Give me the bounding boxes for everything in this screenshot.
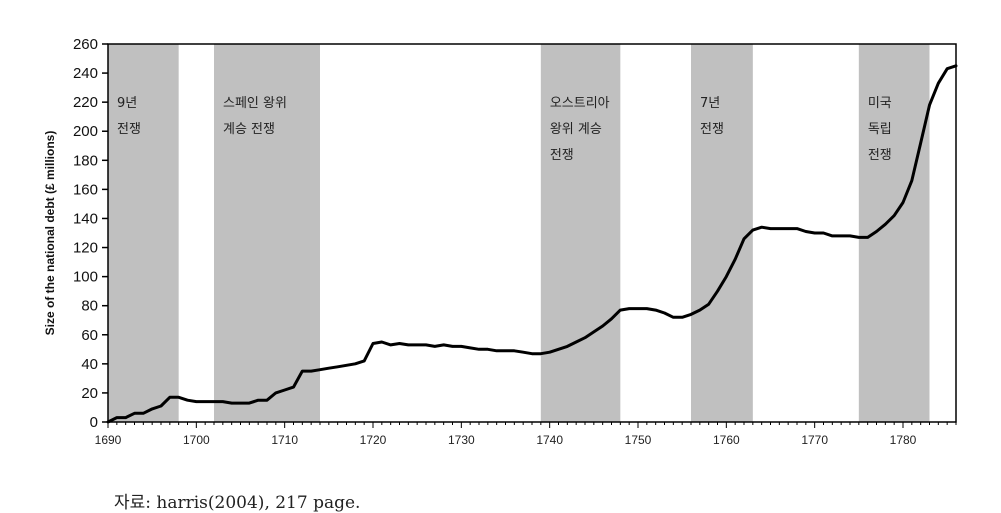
- y-tick-label: 160: [73, 181, 98, 198]
- war-label-4-line-2: 전쟁: [700, 122, 724, 137]
- x-tick-label: 1770: [801, 433, 828, 447]
- war-label-4-line-1: 7년: [700, 96, 720, 111]
- y-tick-label: 240: [73, 65, 98, 82]
- war-label-2-line-1: 스페인 왕위: [223, 96, 287, 111]
- war-label-3-line-2: 왕위 계승: [550, 122, 602, 137]
- x-axis-ticks: 1690 1700 1710 1720 1730 1740 1750 1760 1770 1780: [95, 422, 957, 447]
- war-label-2-line-2: 계승 전쟁: [223, 122, 275, 137]
- y-tick-label: 120: [73, 240, 98, 257]
- x-tick-label: 1730: [448, 433, 475, 447]
- x-tick-label: 1750: [625, 433, 652, 447]
- y-tick-label: 80: [81, 298, 98, 315]
- y-tick-label: 180: [73, 152, 98, 169]
- y-axis-ticks: 0 20 40 60 80 100 120 140 160 180 200 220 240 260: [73, 36, 108, 431]
- war-label-1-line-1: 9년: [117, 96, 137, 111]
- y-tick-label: 260: [73, 36, 98, 53]
- war-band-5: [858, 44, 930, 422]
- y-tick-label: 0: [90, 414, 98, 431]
- x-tick-label: 1780: [890, 433, 917, 447]
- x-tick-label: 1710: [271, 433, 298, 447]
- war-label-3-line-3: 전쟁: [550, 148, 574, 163]
- war-band-4: [691, 44, 753, 422]
- war-label-5-line-2: 독립: [868, 122, 892, 137]
- y-tick-label: 60: [81, 327, 98, 344]
- y-tick-label: 40: [81, 356, 98, 373]
- war-label-1-line-2: 전쟁: [117, 122, 141, 137]
- y-tick-label: 140: [73, 210, 98, 227]
- x-tick-label: 1690: [95, 433, 122, 447]
- national-debt-line: [106, 64, 958, 424]
- war-label-5-line-3: 전쟁: [868, 148, 892, 163]
- war-band-1: [108, 44, 179, 422]
- x-tick-label: 1700: [183, 433, 210, 447]
- y-tick-label: 20: [81, 385, 98, 402]
- x-tick-label: 1760: [713, 433, 740, 447]
- y-tick-label: 220: [73, 94, 98, 111]
- x-tick-label: 1740: [536, 433, 563, 447]
- war-label-3-line-1: 오스트리아: [550, 96, 610, 111]
- source-note: 자료: harris(2004), 217 page.: [114, 493, 361, 513]
- x-tick-label: 1720: [360, 433, 387, 447]
- war-band-2: [214, 44, 320, 422]
- y-axis-label: Size of the national debt (£ millions): [43, 131, 57, 336]
- war-period-bands: [108, 44, 930, 422]
- y-tick-label: 100: [73, 269, 98, 286]
- war-label-5-line-1: 미국: [868, 96, 892, 111]
- war-band-3: [540, 44, 621, 422]
- y-tick-label: 200: [73, 123, 98, 140]
